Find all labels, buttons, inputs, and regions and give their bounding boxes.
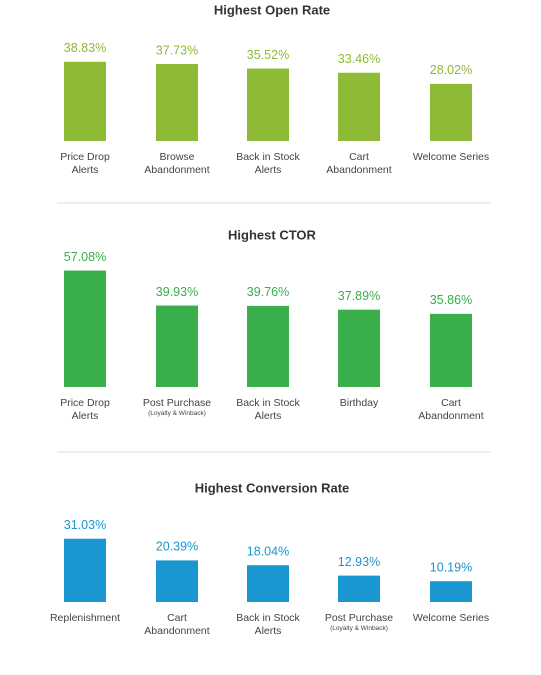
value-label: 37.73% (156, 43, 198, 57)
value-label: 10.19% (430, 561, 472, 575)
category-text: Cart Abandonment (418, 397, 484, 422)
category-note: (Loyalty & Winback) (330, 625, 388, 632)
value-label: 39.93% (156, 285, 198, 299)
value-label: 39.76% (247, 285, 289, 299)
bar (338, 575, 380, 602)
category-text: Birthday (339, 397, 379, 409)
category-label: Back in Stock Alerts (229, 612, 307, 638)
value-label: 28.02% (430, 63, 472, 77)
category-text: Back in Stock Alerts (236, 612, 300, 637)
category-text: Browse Abandonment (144, 151, 210, 176)
category-text: Back in Stock Alerts (236, 397, 300, 422)
bar (430, 83, 472, 141)
value-label: 35.86% (430, 293, 472, 307)
category-label: Price Drop Alerts (46, 397, 124, 423)
bar (64, 61, 106, 141)
value-label: 18.04% (247, 544, 289, 558)
bar (430, 313, 472, 387)
category-label: Birthday (320, 397, 398, 410)
bar (247, 305, 289, 387)
bar (338, 72, 380, 141)
bar (156, 305, 198, 387)
category-text: Post Purchase (324, 612, 394, 624)
bar (156, 560, 198, 602)
bar (64, 538, 106, 602)
category-text: Cart Abandonment (326, 151, 392, 176)
category-label: Browse Abandonment (138, 151, 216, 177)
value-label: 38.83% (64, 41, 106, 55)
category-label: Post Purchase (Loyalty & Winback) (320, 612, 398, 633)
bar (247, 565, 289, 602)
category-label: Post Purchase (Loyalty & Winback) (138, 397, 216, 418)
bar (156, 64, 198, 141)
value-label: 31.03% (64, 518, 106, 532)
chart-title: Highest CTOR (228, 227, 316, 242)
category-text: Cart Abandonment (144, 612, 210, 637)
category-label: Back in Stock Alerts (229, 397, 307, 423)
category-label: Cart Abandonment (138, 612, 216, 638)
value-label: 20.39% (156, 540, 198, 554)
chart-title: Highest Conversion Rate (195, 480, 350, 495)
category-text: Welcome Series (412, 151, 490, 163)
category-label: Cart Abandonment (320, 151, 398, 177)
category-note: (Loyalty & Winback) (148, 410, 206, 417)
category-text: Price Drop Alerts (60, 397, 110, 422)
bar (247, 68, 289, 141)
value-label: 35.52% (247, 48, 289, 62)
category-label: Replenishment (46, 612, 124, 625)
category-text: Welcome Series (412, 612, 490, 624)
bar (338, 309, 380, 387)
value-label: 33.46% (338, 52, 380, 66)
category-label: Price Drop Alerts (46, 151, 124, 177)
category-label: Back in Stock Alerts (229, 151, 307, 177)
value-label: 37.89% (338, 289, 380, 303)
category-text: Replenishment (49, 612, 121, 624)
category-text: Post Purchase (142, 397, 212, 409)
category-text: Price Drop Alerts (60, 151, 110, 176)
value-label: 12.93% (338, 555, 380, 569)
category-label: Cart Abandonment (412, 397, 490, 423)
category-text: Back in Stock Alerts (236, 151, 300, 176)
category-label: Welcome Series (412, 612, 490, 625)
value-label: 57.08% (64, 250, 106, 264)
chart-title: Highest Open Rate (214, 2, 330, 17)
bar (430, 581, 472, 602)
bar (64, 270, 106, 387)
category-label: Welcome Series (412, 151, 490, 164)
